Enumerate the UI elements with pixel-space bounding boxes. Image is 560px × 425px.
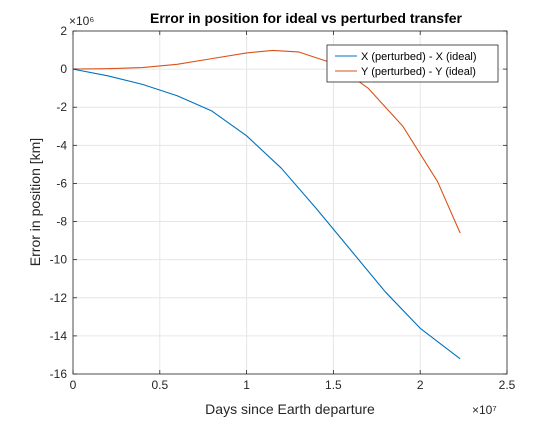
series-line-2 bbox=[72, 49, 461, 234]
legend: X (perturbed) - X (ideal) Y (perturbed) -… bbox=[326, 44, 499, 83]
y-tick-label: -8 bbox=[56, 215, 67, 229]
x-tick-label: 2 bbox=[417, 378, 424, 392]
x-tick-label: 1 bbox=[243, 378, 250, 392]
y-axis-exponent: ×10⁶ bbox=[69, 14, 94, 28]
y-tick-label: -16 bbox=[50, 367, 68, 381]
y-tick-label: -2 bbox=[56, 100, 67, 114]
x-tick-label: 2.5 bbox=[499, 378, 516, 392]
y-tick-label: -14 bbox=[50, 329, 68, 343]
grid bbox=[72, 30, 508, 375]
x-tick-label: 0 bbox=[70, 378, 77, 392]
chart-title: Error in position for ideal vs perturbed… bbox=[150, 10, 462, 26]
y-tick-label: -10 bbox=[50, 253, 68, 267]
x-tick-label: 0.5 bbox=[151, 378, 168, 392]
legend-box bbox=[326, 44, 499, 83]
series-layer bbox=[72, 49, 461, 360]
series-line-1 bbox=[72, 68, 461, 360]
y-tick-label: 0 bbox=[60, 62, 67, 76]
y-axis-label: Error in position [km] bbox=[27, 138, 43, 266]
axes-box bbox=[72, 30, 508, 375]
y-tick-label: 2 bbox=[60, 24, 67, 38]
legend-label-1: X (perturbed) - X (ideal) bbox=[361, 51, 477, 63]
y-tick-label: -6 bbox=[56, 176, 67, 190]
y-tick-label: -4 bbox=[56, 138, 67, 152]
x-tick-label: 1.5 bbox=[325, 378, 342, 392]
y-tick-label: -12 bbox=[50, 291, 68, 305]
plot-area bbox=[73, 31, 507, 374]
legend-label-2: Y (perturbed) - Y (ideal) bbox=[361, 66, 476, 78]
x-axis-label: Days since Earth departure bbox=[205, 401, 375, 417]
ticks: 0 0.5 1 1.5 2 2.5 2 0 -2 -4 -6 -8 -10 -12 -14 -16 bbox=[50, 24, 516, 392]
x-axis-exponent: ×10⁷ bbox=[472, 403, 497, 417]
